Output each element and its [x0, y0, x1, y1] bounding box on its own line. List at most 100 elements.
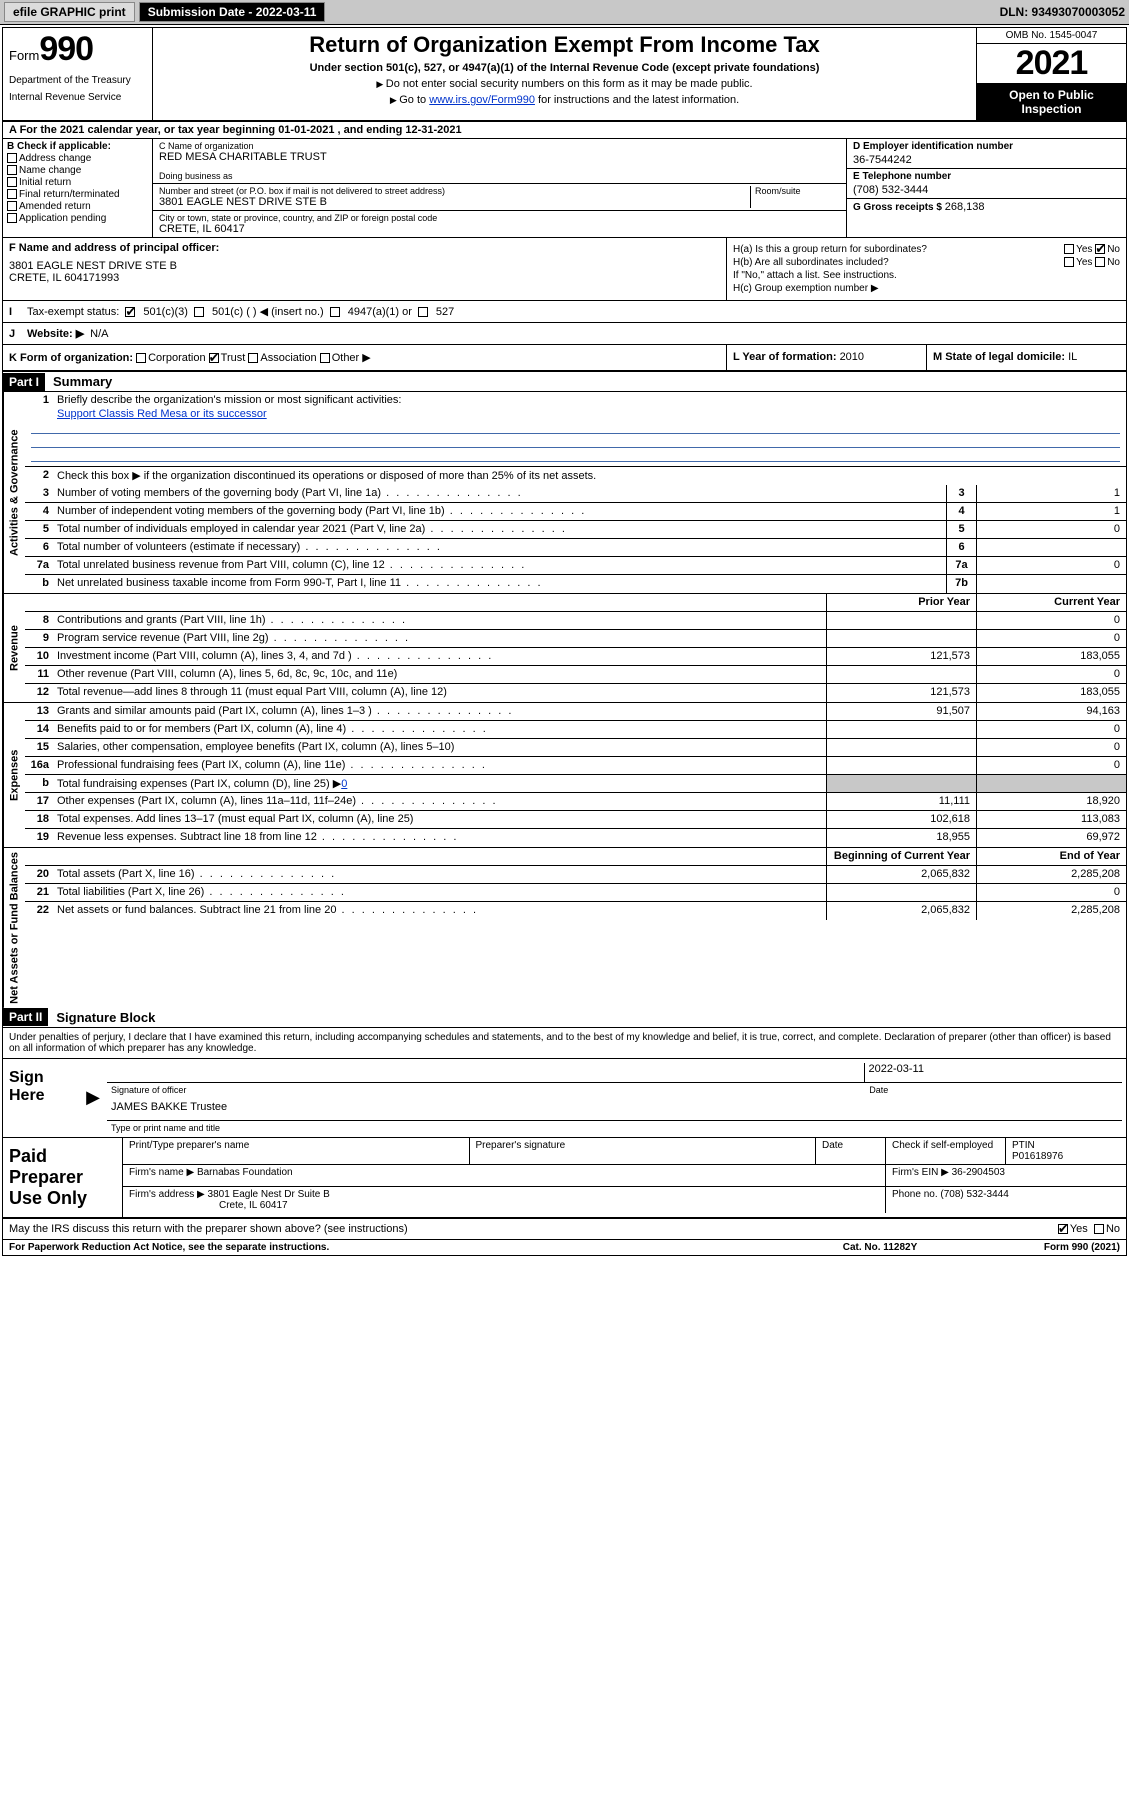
- gross-receipts-label: G Gross receipts $: [853, 202, 945, 213]
- line-1-label: Briefly describe the organization's miss…: [53, 392, 1126, 408]
- hb-no-chk[interactable]: [1095, 257, 1105, 267]
- street-value: 3801 EAGLE NEST DRIVE STE B: [159, 196, 750, 208]
- mission-text: Support Classis Red Mesa or its successo…: [57, 408, 267, 420]
- sig-date-label: Date: [869, 1085, 1122, 1095]
- line-17-current: 18,920: [976, 793, 1126, 810]
- line-7b-label: Net unrelated business taxable income fr…: [53, 575, 946, 593]
- hb-yes-chk[interactable]: [1064, 257, 1074, 267]
- chk-4947[interactable]: [330, 307, 340, 317]
- line-12-label: Total revenue—add lines 8 through 11 (mu…: [53, 684, 826, 702]
- row-i-tax-status: I Tax-exempt status: 501(c)(3) 501(c) ( …: [3, 301, 1126, 323]
- line-20-end: 2,285,208: [976, 866, 1126, 883]
- may-irs-no-chk[interactable]: [1094, 1224, 1104, 1234]
- part-2-title: Signature Block: [48, 1008, 163, 1027]
- col-b-checkboxes: B Check if applicable: Address change Na…: [3, 139, 153, 237]
- chk-application-pending[interactable]: Application pending: [7, 213, 148, 224]
- line-7a-value: 0: [976, 557, 1126, 574]
- website-label: Website: ▶: [27, 327, 84, 340]
- signer-name: JAMES BAKKE Trustee: [107, 1101, 1122, 1120]
- efile-print-button[interactable]: efile GRAPHIC print: [4, 2, 135, 22]
- line-11-label: Other revenue (Part VIII, column (A), li…: [53, 666, 826, 683]
- sign-here-block: Sign Here ▶ 2022-03-11 Signature of offi…: [3, 1059, 1126, 1138]
- line-9-label: Program service revenue (Part VIII, line…: [53, 630, 826, 647]
- col-m-state: M State of legal domicile: IL: [926, 345, 1126, 370]
- section-expenses: Expenses 13Grants and similar amounts pa…: [3, 703, 1126, 848]
- line-2-label: Check this box ▶ if the organization dis…: [53, 467, 1126, 485]
- officer-label: F Name and address of principal officer:: [9, 242, 720, 254]
- line-14-label: Benefits paid to or for members (Part IX…: [53, 721, 826, 738]
- gross-receipts-value: 268,138: [945, 201, 985, 213]
- col-k-form-org: K Form of organization: Corporation Trus…: [3, 345, 726, 370]
- website-value: N/A: [90, 328, 108, 340]
- vtab-expenses: Expenses: [3, 703, 25, 847]
- line-3-label: Number of voting members of the governin…: [53, 485, 946, 502]
- line-17-label: Other expenses (Part IX, column (A), lin…: [53, 793, 826, 810]
- goto-prefix: Go to: [399, 94, 429, 106]
- line-15-prior: [826, 739, 976, 756]
- line-19-label: Revenue less expenses. Subtract line 18 …: [53, 829, 826, 847]
- form-title: Return of Organization Exempt From Incom…: [157, 32, 972, 58]
- chk-final-return[interactable]: Final return/terminated: [7, 189, 148, 200]
- header-right: OMB No. 1545-0047 2021 Open to Public In…: [976, 28, 1126, 120]
- prior-year-header: Prior Year: [826, 594, 976, 611]
- line-4-label: Number of independent voting members of …: [53, 503, 946, 520]
- may-irs-yes-chk[interactable]: [1058, 1224, 1068, 1234]
- chk-initial-return[interactable]: Initial return: [7, 177, 148, 188]
- eoy-header: End of Year: [976, 848, 1126, 865]
- chk-501c[interactable]: [194, 307, 204, 317]
- irs-link[interactable]: www.irs.gov/Form990: [429, 94, 535, 106]
- pp-date-label: Date: [822, 1140, 879, 1151]
- dept-treasury: Department of the Treasury: [9, 75, 146, 86]
- ein-value: 36-7544242: [853, 154, 1120, 166]
- line-21-end: 0: [976, 884, 1126, 901]
- sign-here-label: Sign Here: [3, 1059, 83, 1137]
- year-formation: 2010: [840, 351, 864, 363]
- line-20-begin: 2,065,832: [826, 866, 976, 883]
- h-b-label: H(b) Are all subordinates included?: [733, 257, 889, 268]
- line-22-begin: 2,065,832: [826, 902, 976, 920]
- section-net-assets: Net Assets or Fund Balances Beginning of…: [3, 848, 1126, 1008]
- chk-corporation[interactable]: [136, 353, 146, 363]
- line-15-current: 0: [976, 739, 1126, 756]
- ha-no-chk[interactable]: [1095, 244, 1105, 254]
- line-9-current: 0: [976, 630, 1126, 647]
- col-b-header: B Check if applicable:: [7, 141, 148, 152]
- boc-header: Beginning of Current Year: [826, 848, 976, 865]
- irs-label: Internal Revenue Service: [9, 92, 146, 103]
- firm-addr2: Crete, IL 60417: [129, 1200, 879, 1211]
- chk-527[interactable]: [418, 307, 428, 317]
- row-klm: K Form of organization: Corporation Trus…: [3, 345, 1126, 372]
- chk-address-change[interactable]: Address change: [7, 153, 148, 164]
- chk-association[interactable]: [248, 353, 258, 363]
- header-mid: Return of Organization Exempt From Incom…: [153, 28, 976, 120]
- firm-ein-value: 36-2904503: [952, 1167, 1005, 1178]
- chk-trust[interactable]: [209, 353, 219, 363]
- cat-no: Cat. No. 11282Y: [790, 1242, 970, 1253]
- line-16b-prior-shaded: [826, 775, 976, 792]
- line-10-current: 183,055: [976, 648, 1126, 665]
- chk-other[interactable]: [320, 353, 330, 363]
- tax-status-label: Tax-exempt status:: [27, 306, 119, 318]
- line-18-label: Total expenses. Add lines 13–17 (must eq…: [53, 811, 826, 828]
- line-16a-prior: [826, 757, 976, 774]
- form-990-container: Form990 Department of the Treasury Inter…: [2, 27, 1127, 1256]
- h-a-label: H(a) Is this a group return for subordin…: [733, 244, 927, 255]
- sig-officer-label: Signature of officer: [107, 1085, 869, 1095]
- chk-name-change[interactable]: Name change: [7, 165, 148, 176]
- line-21-begin: [826, 884, 976, 901]
- line-16b-current-shaded: [976, 775, 1126, 792]
- line-4-value: 1: [976, 503, 1126, 520]
- city-label: City or town, state or province, country…: [159, 213, 840, 223]
- form-number: 990: [39, 30, 93, 68]
- paid-preparer-block: Paid Preparer Use Only Print/Type prepar…: [3, 1138, 1126, 1219]
- pra-notice: For Paperwork Reduction Act Notice, see …: [9, 1242, 790, 1253]
- chk-amended-return[interactable]: Amended return: [7, 201, 148, 212]
- line-6-label: Total number of volunteers (estimate if …: [53, 539, 946, 556]
- state-domicile: IL: [1068, 351, 1077, 363]
- line-14-prior: [826, 721, 976, 738]
- line-22-label: Net assets or fund balances. Subtract li…: [53, 902, 826, 920]
- ha-yes-chk[interactable]: [1064, 244, 1074, 254]
- chk-501c3[interactable]: [125, 307, 135, 317]
- firm-name-label: Firm's name ▶: [129, 1167, 194, 1178]
- goto-suffix: for instructions and the latest informat…: [535, 94, 739, 106]
